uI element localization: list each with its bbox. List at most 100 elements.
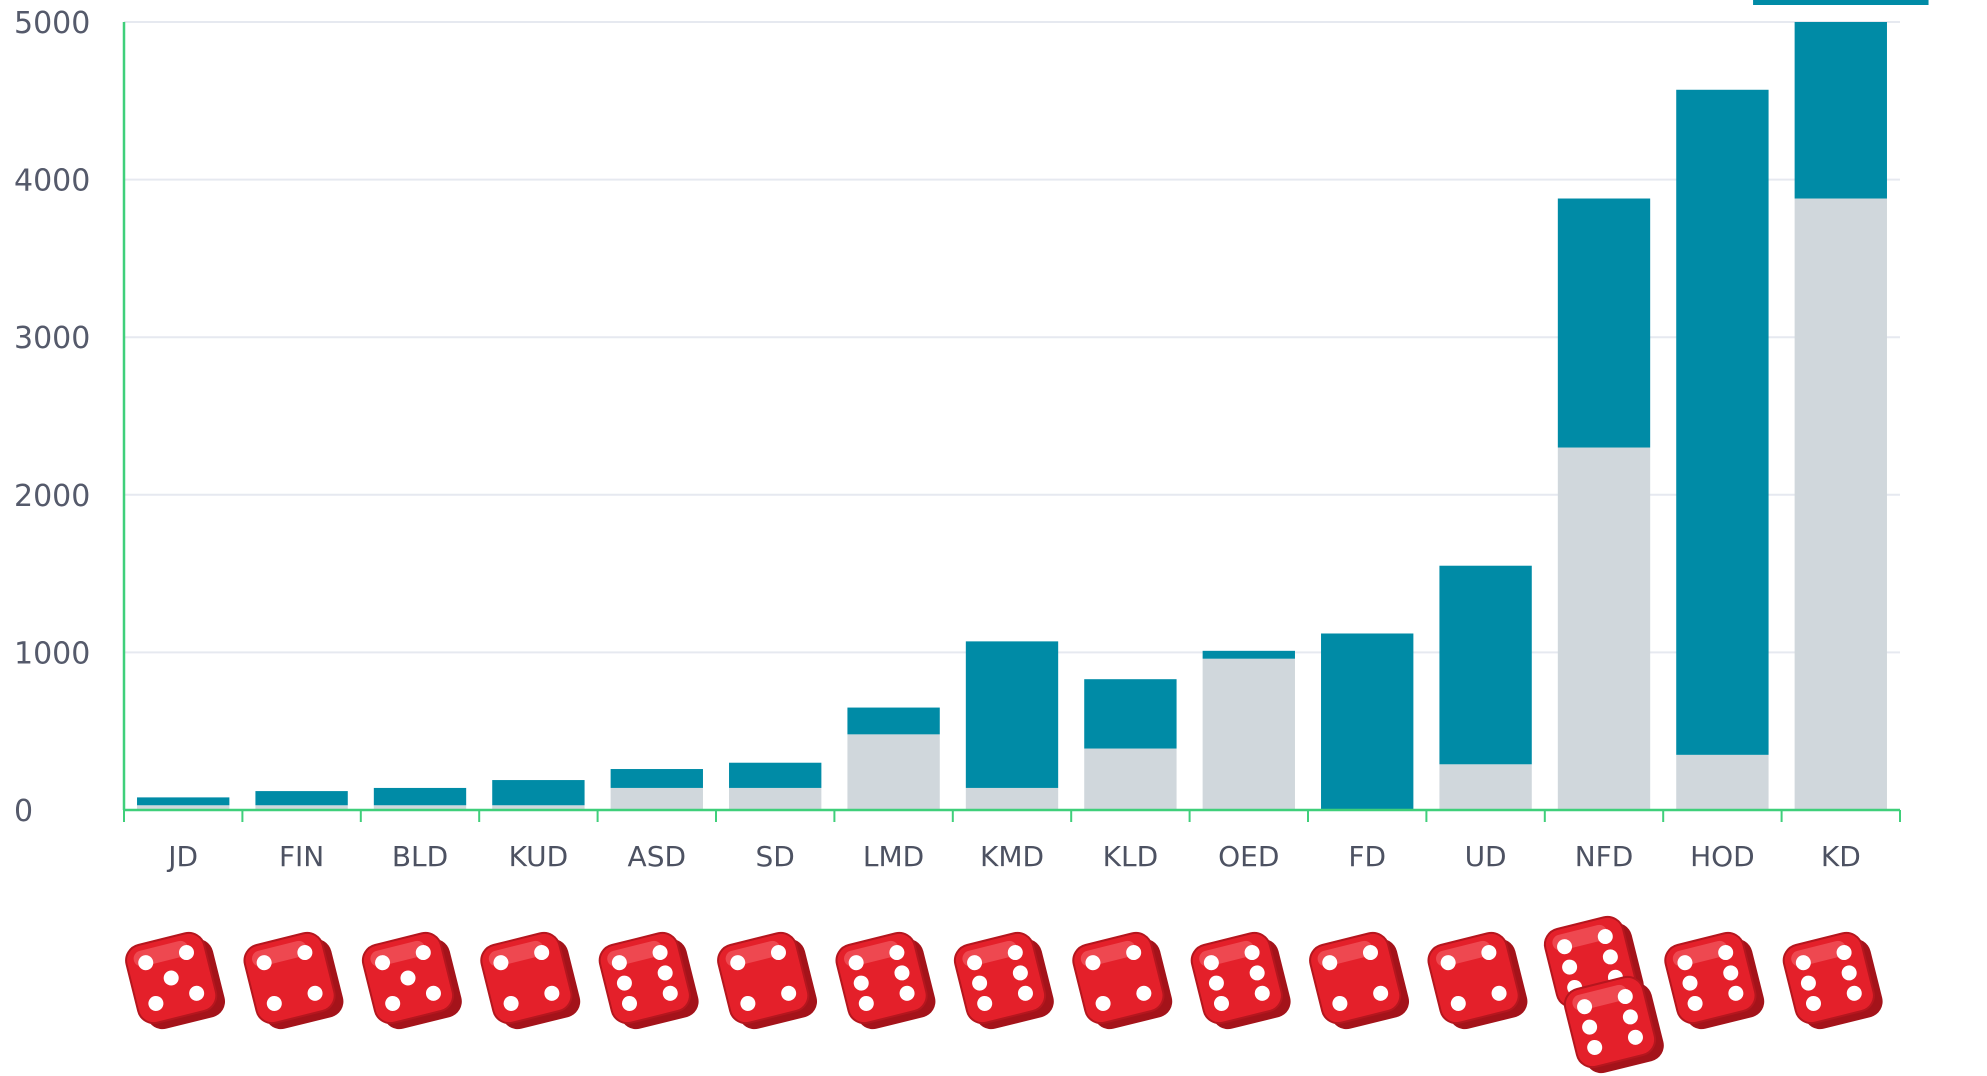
die-pip bbox=[1557, 939, 1573, 955]
bar-segment bbox=[1794, 22, 1887, 199]
die-pip bbox=[853, 975, 869, 991]
die-pip bbox=[178, 945, 194, 961]
bar-segment bbox=[1557, 447, 1651, 810]
die-icon bbox=[243, 931, 344, 1030]
die-pip bbox=[1723, 965, 1739, 981]
die-pip bbox=[189, 985, 205, 1001]
die-icon bbox=[1190, 931, 1291, 1030]
die-pip bbox=[662, 985, 678, 1001]
y-tick-label: 5000 bbox=[14, 6, 90, 41]
die-icon bbox=[598, 931, 699, 1030]
die-pip bbox=[385, 995, 401, 1011]
die-icon bbox=[1563, 975, 1664, 1074]
category-label: BLD bbox=[392, 840, 448, 873]
category-label: KD bbox=[1821, 840, 1861, 873]
die-pip bbox=[611, 955, 627, 971]
die-pip bbox=[138, 955, 154, 971]
y-tick-label: 2000 bbox=[14, 479, 90, 514]
category-label: KLD bbox=[1103, 840, 1159, 873]
die-pip bbox=[657, 965, 673, 981]
die-icon bbox=[361, 931, 462, 1030]
category-label: HOD bbox=[1690, 840, 1755, 873]
die-pip bbox=[1587, 1039, 1603, 1055]
die-pip bbox=[740, 995, 756, 1011]
bar-segment bbox=[847, 707, 940, 735]
die-pip bbox=[256, 955, 272, 971]
die-pip bbox=[1491, 985, 1507, 1001]
die-pip bbox=[1597, 929, 1613, 945]
die-pip bbox=[1627, 1029, 1643, 1045]
die-pip bbox=[1440, 955, 1456, 971]
bar-segment bbox=[847, 734, 940, 810]
die-icon bbox=[953, 931, 1054, 1030]
die-pip bbox=[1017, 985, 1033, 1001]
category-label: NFD bbox=[1575, 840, 1634, 873]
die-pip bbox=[781, 985, 797, 1001]
die-pip bbox=[889, 945, 905, 961]
die-icon bbox=[717, 931, 818, 1030]
die-pip bbox=[503, 995, 519, 1011]
die-pip bbox=[1254, 985, 1270, 1001]
die-pip bbox=[1095, 995, 1111, 1011]
die-icon bbox=[125, 931, 226, 1030]
die-pip bbox=[493, 955, 509, 971]
bar-segment bbox=[492, 780, 585, 806]
bar-segment bbox=[965, 641, 1059, 788]
die-pip bbox=[1846, 985, 1862, 1001]
die-pip bbox=[1481, 945, 1497, 961]
die-pip bbox=[652, 945, 668, 961]
bar-segment bbox=[373, 787, 467, 806]
y-axis-ticks: 0 1000 2000 3000 4000 5000 bbox=[14, 6, 90, 829]
bar-segment bbox=[1439, 565, 1532, 765]
dice-icons bbox=[125, 915, 1883, 1074]
die-pip bbox=[1728, 985, 1744, 1001]
category-label: JD bbox=[166, 840, 198, 873]
die-icon bbox=[1664, 931, 1765, 1030]
die-pip bbox=[1126, 945, 1142, 961]
bar-segment bbox=[1321, 633, 1414, 810]
category-label: SD bbox=[756, 840, 795, 873]
bar-segment bbox=[255, 791, 348, 806]
die-pip bbox=[1577, 999, 1593, 1015]
y-tick-label: 0 bbox=[14, 794, 33, 829]
die-icon bbox=[835, 931, 936, 1030]
die-pip bbox=[1322, 955, 1338, 971]
die-pip bbox=[1800, 975, 1816, 991]
overflow-arrow-head bbox=[1753, 0, 1929, 5]
die-pip bbox=[977, 995, 993, 1011]
die-pip bbox=[1841, 965, 1857, 981]
die-pip bbox=[622, 995, 638, 1011]
category-label: FD bbox=[1348, 840, 1386, 873]
category-label: UD bbox=[1465, 840, 1507, 873]
x-axis-category-labels: JD FIN BLD KUD ASD SD LMD KMD KLD OED FD UD NFD HOD KD bbox=[166, 840, 1860, 873]
category-label: LMD bbox=[863, 840, 924, 873]
die-pip bbox=[307, 985, 323, 1001]
die-pip bbox=[616, 975, 632, 991]
die-pip bbox=[1373, 985, 1389, 1001]
die-icon bbox=[1427, 931, 1528, 1030]
die-pip bbox=[858, 995, 874, 1011]
die-pip bbox=[297, 945, 313, 961]
bar-segment bbox=[610, 769, 703, 788]
die-pip bbox=[1249, 965, 1265, 981]
bar-segment bbox=[1202, 650, 1295, 659]
y-tick-label: 1000 bbox=[14, 636, 90, 671]
die-pip bbox=[894, 965, 910, 981]
die-pip bbox=[1450, 995, 1466, 1011]
die-pip bbox=[770, 945, 786, 961]
die-pip bbox=[1208, 975, 1224, 991]
die-pip bbox=[148, 995, 164, 1011]
die-pip bbox=[1012, 965, 1028, 981]
category-label: KUD bbox=[509, 840, 569, 873]
die-icon bbox=[1782, 931, 1883, 1030]
axes bbox=[122, 22, 1901, 822]
die-pip bbox=[1677, 955, 1693, 971]
die-pip bbox=[1836, 945, 1852, 961]
die-pip bbox=[1682, 975, 1698, 991]
die-pip bbox=[1795, 955, 1811, 971]
die-pip bbox=[1582, 1019, 1598, 1035]
die-pip bbox=[1718, 945, 1734, 961]
die-pip bbox=[1244, 945, 1260, 961]
die-pip bbox=[1362, 945, 1378, 961]
